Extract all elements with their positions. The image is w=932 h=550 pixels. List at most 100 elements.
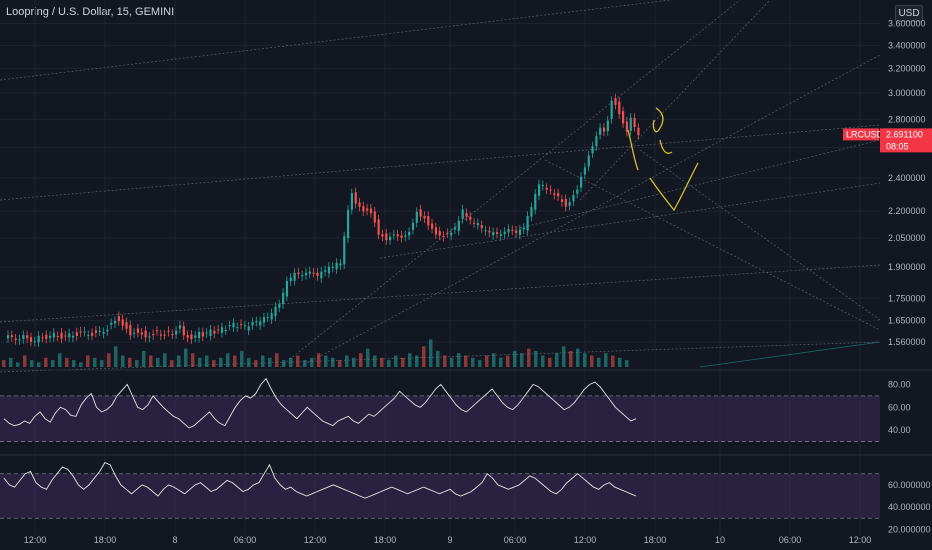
volume-bar: [464, 355, 468, 367]
price-tick-label: 2.050000: [888, 233, 926, 243]
volume-bar: [310, 357, 314, 367]
trend-line: [279, 0, 741, 368]
candle-body: [41, 337, 44, 339]
oscillator-tick-label: 60.000000: [888, 480, 931, 490]
oscillator-tick-label: 20.000000: [888, 524, 931, 534]
time-tick-label: 8: [172, 535, 177, 545]
candle-body: [560, 199, 564, 203]
candle-body: [431, 223, 434, 229]
candle-body: [354, 192, 357, 204]
candle-body: [473, 222, 476, 224]
price-tick-label: 3.200000: [888, 63, 926, 73]
volume-bar: [506, 355, 510, 367]
candle-body: [236, 327, 239, 329]
candle-body: [507, 228, 510, 233]
candle-body: [14, 338, 17, 340]
candle-body: [29, 337, 33, 342]
candle-body: [484, 230, 487, 232]
candle-body: [339, 263, 342, 266]
oscillator-line: [3, 462, 637, 499]
candle-body: [625, 121, 629, 132]
price-badge-countdown: 08:05: [886, 141, 909, 151]
rsi-tick-label: 60.00: [888, 402, 911, 412]
candle-body: [389, 236, 392, 241]
volume-bar: [86, 355, 90, 367]
volume-bar: [107, 353, 111, 367]
candle-body: [476, 223, 480, 226]
candle-body: [129, 325, 132, 336]
candle-body: [415, 211, 418, 223]
volume-bar: [16, 362, 20, 367]
candle-body: [549, 189, 552, 191]
volume-bar: [352, 357, 356, 367]
volume-bar: [226, 353, 230, 367]
candle-body: [381, 234, 384, 237]
candle-body: [327, 266, 331, 274]
price-badge: LRCUSD 2.691100 08:05: [843, 128, 932, 153]
currency-button[interactable]: USD: [895, 5, 923, 22]
time-tick-label: 10: [715, 535, 725, 545]
candle-body: [587, 155, 590, 167]
volume-bar: [254, 360, 258, 367]
candle-body: [335, 262, 338, 270]
candle-body: [190, 334, 193, 340]
drawing-stroke: [627, 129, 639, 171]
candle-body: [346, 209, 350, 239]
candle-body: [301, 275, 304, 277]
candle-body: [83, 331, 86, 333]
candle-body: [633, 117, 636, 128]
volume-bar: [429, 339, 433, 367]
candle-body: [499, 234, 502, 236]
candle-body: [64, 335, 67, 337]
volume-bar: [471, 357, 475, 367]
volume-bar: [618, 357, 622, 367]
candle-body: [622, 111, 625, 124]
candle-body: [262, 317, 266, 323]
time-tick-label: 06:00: [234, 535, 257, 545]
volume-bar: [597, 357, 601, 367]
time-tick-label: 18:00: [94, 535, 117, 545]
price-badge-bg: [880, 128, 932, 153]
candle-body: [450, 232, 453, 236]
volume-bar: [611, 355, 615, 367]
volume-bar: [520, 353, 524, 367]
drawing-stroke: [649, 162, 699, 212]
candle-body: [629, 117, 632, 131]
candle-body: [251, 322, 254, 326]
candle-body: [312, 272, 315, 274]
candle-body: [591, 146, 594, 154]
time-tick-label: 18:00: [644, 535, 667, 545]
volume-bar: [485, 355, 489, 367]
candle-body: [117, 316, 120, 322]
candle-body: [492, 232, 495, 236]
time-tick-label: 12:00: [24, 535, 47, 545]
volume-bar: [247, 357, 251, 367]
volume-bar: [142, 350, 146, 367]
volume-bar: [450, 357, 454, 367]
volume-bar: [44, 357, 48, 367]
volume-bar: [268, 357, 272, 367]
volume-bar: [625, 360, 629, 367]
trend-line: [379, 182, 881, 259]
candle-body: [178, 325, 182, 329]
candle-body: [488, 230, 491, 233]
candle-body: [396, 234, 399, 237]
price-tick-label: 1.560000: [888, 337, 926, 347]
volume-bars: [2, 339, 629, 367]
candle-body: [541, 185, 544, 187]
candle-body: [423, 215, 426, 219]
volume-bar: [170, 360, 174, 367]
candle-body: [136, 328, 140, 333]
candle-body: [247, 326, 250, 331]
volume-bar: [408, 353, 412, 367]
volume-bar: [93, 357, 97, 367]
volume-bar: [534, 350, 538, 367]
candle-body: [60, 332, 63, 339]
candle-body: [175, 330, 178, 335]
volume-bar: [555, 353, 559, 367]
candle-body: [595, 136, 598, 147]
volume-bar: [583, 353, 587, 367]
candle-body: [106, 329, 109, 332]
